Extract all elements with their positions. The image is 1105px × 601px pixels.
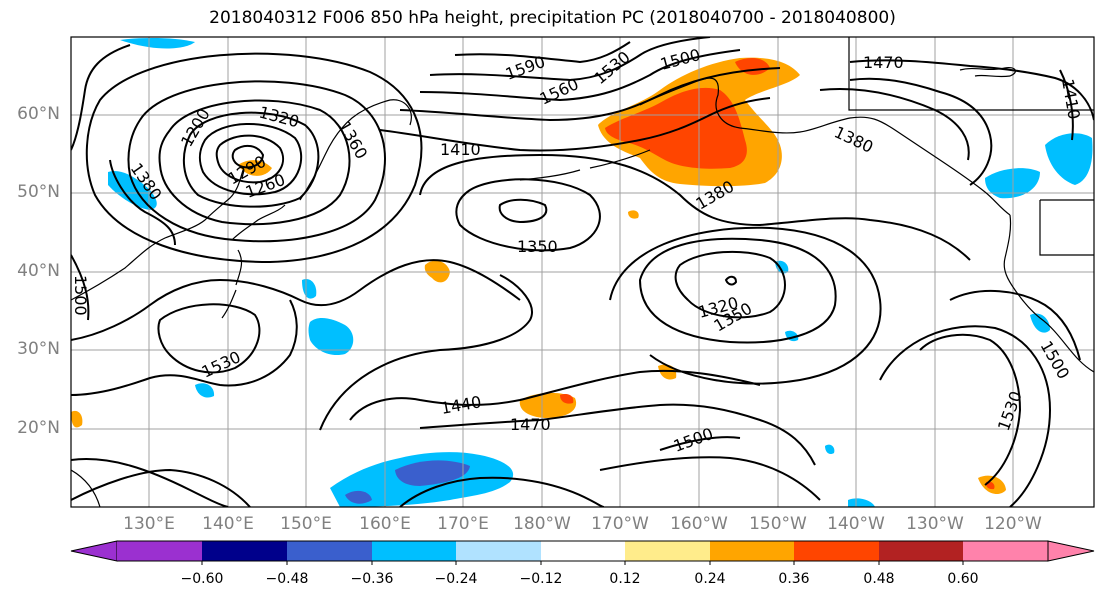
colorbar-tick-label: 0.12 <box>609 571 641 587</box>
colorbar-tick-label: −0.12 <box>519 571 563 587</box>
colorbar-segment <box>879 541 963 561</box>
lat-label: 30°N <box>17 339 60 359</box>
colorbar-segment <box>456 541 541 561</box>
lon-label: 180°W <box>513 514 571 534</box>
colorbar-segment <box>710 541 794 561</box>
lon-label: 140°E <box>202 514 254 534</box>
coast-alaska <box>639 77 1011 216</box>
lon-label: 160°E <box>359 514 411 534</box>
lon-label: 130°W <box>906 514 964 534</box>
coastlines <box>71 37 1094 507</box>
lon-label: 140°W <box>827 514 885 534</box>
contour-label: 1470 <box>863 53 904 72</box>
contour-label: 1500 <box>71 275 90 316</box>
coast-kamchatka <box>299 99 412 201</box>
coast-na-west <box>1003 214 1094 373</box>
contour-label: 1350 <box>517 237 558 256</box>
shading-layer <box>71 37 1093 507</box>
colorbar-segment <box>287 541 372 561</box>
colorbar-segment <box>794 541 879 561</box>
colorbar-segment <box>117 541 202 561</box>
lat-label: 50°N <box>17 182 60 202</box>
map-title: 2018040312 F006 850 hPa height, precipit… <box>209 8 896 28</box>
colorbar-segment <box>625 541 710 561</box>
colorbar-segment <box>372 541 456 561</box>
plot-frame <box>70 36 1095 508</box>
contour-label: 1410 <box>440 140 481 159</box>
colorbar-tick-label: 0.48 <box>863 571 895 587</box>
lon-label: 170°W <box>591 514 649 534</box>
colorbar-tick-label: −0.48 <box>265 571 309 587</box>
colorbar-extend-high <box>1047 540 1095 562</box>
colorbar-segment <box>541 541 625 561</box>
lat-label: 60°N <box>17 104 60 124</box>
colorbar-segment <box>202 541 287 561</box>
contour-low-center <box>231 144 265 169</box>
precip-positive-alaska-core <box>605 87 747 169</box>
graticule <box>71 37 1094 507</box>
colorbar-segment <box>963 541 1048 561</box>
lon-label: 150°W <box>749 514 807 534</box>
colorbar-tick-label: −0.24 <box>434 571 478 587</box>
colorbar-tick-label: −0.60 <box>180 571 224 587</box>
height-contours <box>71 37 1094 507</box>
lon-label: 150°E <box>280 514 332 534</box>
contour-1380 <box>849 77 993 186</box>
colorbar <box>70 540 1095 565</box>
contour-1410 <box>379 97 771 152</box>
colorbar-tick-label: 0.24 <box>694 571 726 587</box>
lon-label: 160°W <box>670 514 728 534</box>
colorbar-extend-low <box>70 540 118 562</box>
contour-1350-closed <box>455 178 601 252</box>
colorbar-tick-label: −0.36 <box>350 571 394 587</box>
lon-label: 170°E <box>437 514 489 534</box>
lat-label: 20°N <box>17 418 60 438</box>
lon-label: 130°E <box>123 514 175 534</box>
contour-1320-low <box>674 250 786 319</box>
colorbar-tick-label: 0.60 <box>947 571 979 587</box>
lon-label: 120°W <box>984 514 1042 534</box>
contour-label: 1470 <box>510 415 551 434</box>
lat-label: 40°N <box>17 261 60 281</box>
colorbar-tick-label: 0.36 <box>778 571 810 587</box>
